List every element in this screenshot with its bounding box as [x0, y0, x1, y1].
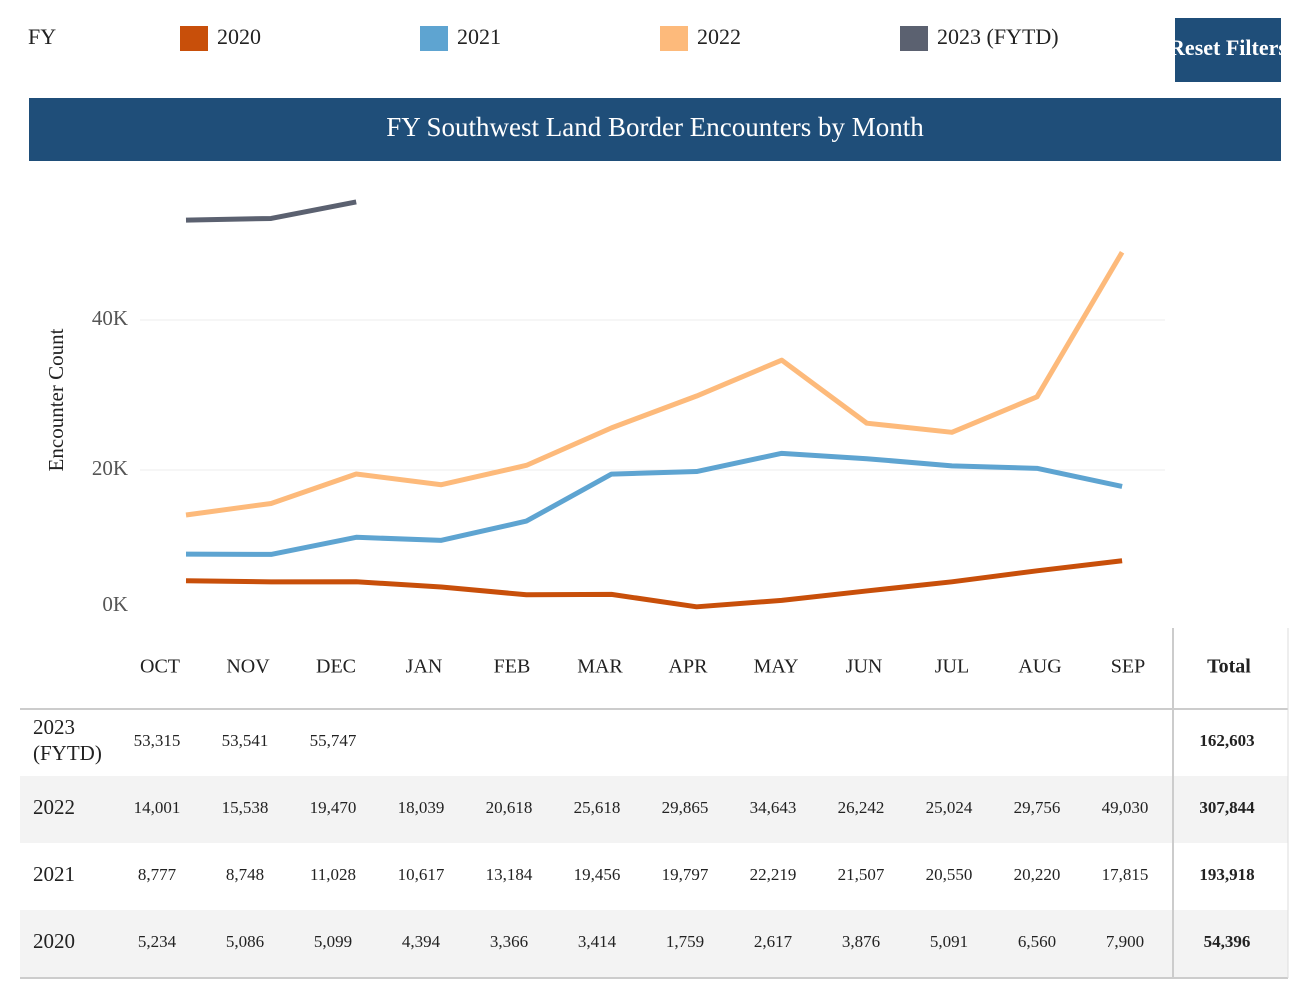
series-line	[185, 450, 1123, 557]
table-cell: 18,039	[398, 798, 445, 817]
row-label: 2021	[33, 862, 75, 886]
total-cell: 193,918	[1199, 865, 1254, 884]
table-cell: 53,541	[222, 731, 269, 750]
month-header: JAN	[406, 656, 443, 678]
legend-title: FY	[28, 24, 56, 49]
total-cell: 162,603	[1199, 731, 1254, 750]
month-header: NOV	[226, 656, 270, 678]
total-cell: 307,844	[1199, 798, 1255, 817]
total-cell: 54,396	[1204, 932, 1251, 951]
row-label-line: 2023	[33, 715, 75, 739]
legend-label[interactable]: 2022	[697, 24, 741, 49]
table-cell: 19,456	[574, 865, 621, 884]
table-cell: 25,618	[574, 798, 621, 817]
y-tick-label: 40K	[92, 306, 128, 330]
table-cell: 3,876	[842, 932, 880, 951]
table-cell: 6,560	[1018, 932, 1056, 951]
table-cell: 10,617	[398, 865, 445, 884]
table-cell: 14,001	[134, 798, 181, 817]
table-cell: 26,242	[838, 798, 885, 817]
table-cell: 55,747	[310, 731, 357, 750]
total-header: Total	[1207, 656, 1251, 678]
row-label: 2022	[33, 795, 75, 819]
table-cell: 5,099	[314, 932, 352, 951]
row-shade	[20, 910, 1288, 977]
legend-swatch[interactable]	[660, 26, 688, 51]
table-cell: 5,234	[138, 932, 177, 951]
table-cell: 15,538	[222, 798, 269, 817]
table-cell: 34,643	[750, 798, 797, 817]
table-cell: 17,815	[1102, 865, 1149, 884]
legend-swatch[interactable]	[420, 26, 448, 51]
table-cell: 2,617	[754, 932, 793, 951]
table-cell: 29,756	[1014, 798, 1061, 817]
legend-swatch[interactable]	[180, 26, 208, 51]
table-cell: 7,900	[1106, 932, 1144, 951]
table-cell: 13,184	[486, 865, 533, 884]
table-cell: 4,394	[402, 932, 441, 951]
series-line	[185, 199, 357, 223]
table-cell: 49,030	[1102, 798, 1149, 817]
table-cell: 19,797	[662, 865, 709, 884]
row-label-line: (FYTD)	[33, 741, 102, 765]
legend-label[interactable]: 2021	[457, 24, 501, 49]
row-label: 2020	[33, 929, 75, 953]
table-cell: 5,086	[226, 932, 264, 951]
y-tick-label: 20K	[92, 456, 128, 480]
month-header: AUG	[1018, 656, 1061, 678]
legend-label[interactable]: 2023 (FYTD)	[937, 24, 1059, 49]
table-cell: 20,220	[1014, 865, 1061, 884]
month-header: OCT	[140, 656, 180, 678]
chart-title: FY Southwest Land Border Encounters by M…	[386, 112, 924, 142]
month-header: MAY	[754, 656, 799, 678]
month-header: APR	[669, 656, 709, 678]
month-header: SEP	[1111, 656, 1145, 678]
row-shade	[20, 776, 1288, 843]
month-header: FEB	[494, 656, 531, 678]
row-label: 2023 (FYTD)	[33, 715, 102, 765]
table-cell: 5,091	[930, 932, 968, 951]
table-cell: 53,315	[134, 731, 181, 750]
table-cell: 22,219	[750, 865, 797, 884]
month-header: JUN	[846, 656, 883, 678]
y-axis-label: Encounter Count	[44, 328, 68, 471]
reset-label[interactable]: Reset Filters	[1169, 35, 1287, 60]
table-cell: 3,366	[490, 932, 528, 951]
month-header: DEC	[316, 656, 356, 678]
series-line	[185, 251, 1125, 518]
month-header: MAR	[577, 656, 623, 678]
reset-button[interactable]	[1175, 18, 1281, 82]
table-cell: 25,024	[926, 798, 973, 817]
table-cell: 20,550	[926, 865, 973, 884]
series-line	[185, 558, 1123, 610]
table-cell: 3,414	[578, 932, 617, 951]
legend-label[interactable]: 2020	[217, 24, 261, 49]
y-tick-label: 0K	[102, 592, 128, 616]
table-cell: 11,028	[310, 865, 356, 884]
table-cell: 19,470	[310, 798, 357, 817]
table-cell: 8,777	[138, 865, 177, 884]
title-bar	[29, 98, 1281, 161]
table-cell: 29,865	[662, 798, 709, 817]
legend-swatch[interactable]	[900, 26, 928, 51]
month-header: JUL	[935, 656, 969, 678]
table-cell: 1,759	[666, 932, 704, 951]
table-cell: 8,748	[226, 865, 264, 884]
table-cell: 20,618	[486, 798, 533, 817]
table-cell: 21,507	[838, 865, 885, 884]
